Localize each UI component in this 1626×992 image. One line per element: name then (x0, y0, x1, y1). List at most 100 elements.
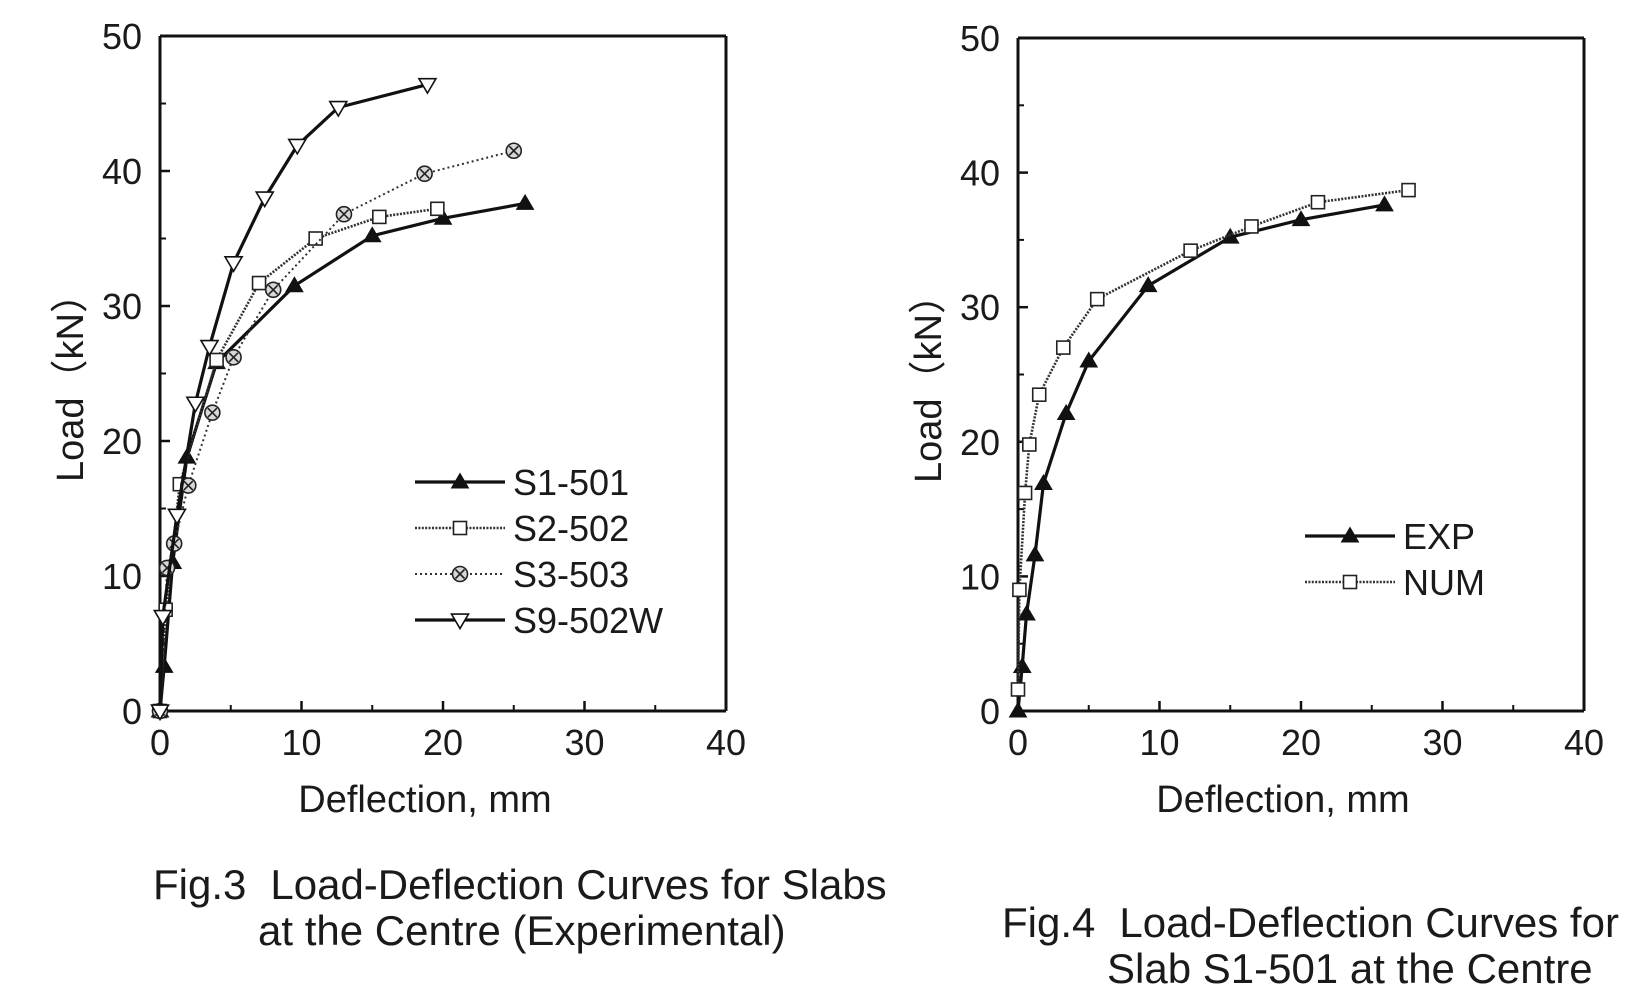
legend-label: NUM (1403, 562, 1485, 603)
x-tick-label: 20 (1281, 722, 1321, 763)
data-point (1017, 604, 1036, 621)
data-point (152, 609, 173, 627)
legend: EXP NUM (1305, 516, 1485, 603)
data-point (1401, 182, 1416, 198)
y-tick-label: 50 (102, 16, 142, 57)
x-tick-label: 40 (1564, 722, 1604, 763)
data-point (264, 281, 282, 299)
legend-label: S9-502W (513, 600, 663, 641)
data-point (1008, 701, 1028, 718)
y-tick-label: 30 (960, 287, 1000, 328)
x-tick-label: 30 (564, 722, 604, 763)
series-S3-503 (151, 142, 523, 720)
data-point (416, 165, 433, 182)
legend-marker (1342, 574, 1358, 590)
series-EXP (1008, 195, 1394, 718)
figure-canvas: 0 10 20 30 40 50 0 10 20 30 40 Deflection, mm Load（k… (50, 16, 1604, 821)
legend-label: S1-501 (513, 462, 629, 503)
data-point (1056, 404, 1076, 420)
y-tick-label: 40 (960, 153, 1000, 194)
x-axis-title: Deflection, mm (1156, 779, 1409, 821)
series-S1-501 (150, 193, 535, 718)
y-axis-title: Load（kN） (50, 275, 92, 482)
data-point (1017, 485, 1033, 501)
caption-line-2: at the Centre (Experimental) (258, 907, 786, 954)
legend: S1-501 S2-502 S3-503 S9-502W (415, 462, 663, 641)
legend-label: EXP (1403, 516, 1475, 557)
caption-line-2: Slab S1-501 at the Centre (1107, 945, 1593, 992)
caption-line-1: Fig.3 Load-Deflection Curves for Slabs (153, 862, 887, 908)
data-point (204, 404, 221, 421)
data-point (505, 142, 523, 160)
series-NUM (1010, 182, 1416, 697)
data-point (308, 231, 323, 246)
data-point (1012, 657, 1032, 674)
data-point (225, 348, 242, 366)
data-point (254, 191, 275, 209)
legend-item: S9-502W (415, 600, 663, 641)
data-point (417, 77, 438, 95)
data-point (1183, 243, 1198, 258)
legend-item: S2-502 (415, 508, 629, 549)
caption-fig3: Fig.3 Load-Deflection Curves for Slabs at… (153, 862, 887, 954)
data-point (1010, 682, 1026, 697)
series-line (1016, 188, 1409, 690)
legend-item: NUM (1305, 562, 1485, 603)
data-point (372, 209, 387, 225)
marker-hatch (454, 568, 466, 580)
y-axis-title: Load（kN） (908, 276, 950, 483)
legend-label: S2-502 (513, 508, 629, 549)
data-point (1079, 351, 1099, 368)
caption-line-1: Fig.4 Load-Deflection Curves for (1002, 900, 1619, 946)
x-axis-title: Deflection, mm (298, 779, 551, 821)
data-point (1244, 219, 1259, 234)
marker-hatch (268, 284, 279, 295)
data-point (150, 704, 170, 722)
legend-marker (1340, 526, 1360, 543)
caption-fig4: Fig.4 Load-Deflection Curves for Slab S1-… (1002, 900, 1619, 992)
legend-marker (450, 613, 470, 631)
data-point (1025, 545, 1045, 562)
marker-hatch (419, 168, 430, 179)
data-point (328, 100, 349, 118)
x-tick-label: 10 (1139, 722, 1179, 763)
data-point (362, 226, 382, 243)
legend-label: S3-503 (513, 554, 629, 595)
data-point (154, 656, 174, 673)
caption-text: Load-Deflection Curves for Slabs (270, 861, 887, 908)
data-point (1375, 195, 1394, 212)
y-tick-label: 0 (980, 691, 1000, 732)
legend-item: S1-501 (415, 462, 629, 503)
legend-marker (450, 472, 470, 489)
data-point (335, 205, 353, 223)
caption-text: Load-Deflection Curves for (1119, 899, 1619, 946)
data-point (1034, 474, 1053, 490)
data-point (285, 276, 304, 293)
data-point (430, 201, 445, 217)
data-point (223, 256, 244, 273)
data-point (1055, 340, 1071, 355)
series-line (158, 201, 526, 712)
legend-item: S3-503 (415, 554, 629, 595)
y-tick-label: 30 (102, 286, 142, 327)
chart-fig4: 0 10 20 30 40 50 0 10 20 30 40 Deflection, mm Load（k… (908, 18, 1604, 821)
x-tick-label: 10 (281, 722, 321, 763)
y-tick-label: 50 (960, 18, 1000, 59)
data-point (1012, 582, 1027, 598)
data-point (287, 138, 308, 156)
series-S9-502W (150, 77, 438, 722)
y-tick-label: 10 (960, 556, 1000, 597)
y-tick-label: 10 (102, 556, 142, 597)
y-tick-label: 40 (102, 151, 142, 192)
x-tick-label: 0 (1008, 722, 1028, 763)
marker-hatch (183, 480, 194, 491)
data-point (185, 396, 206, 414)
data-point (515, 193, 535, 210)
data-point (1291, 210, 1311, 227)
y-tick-label: 20 (102, 421, 142, 462)
series-line (158, 83, 428, 712)
x-tick-label: 20 (423, 722, 463, 763)
data-point (1138, 276, 1158, 293)
legend-marker (452, 520, 468, 536)
data-point (251, 275, 267, 291)
